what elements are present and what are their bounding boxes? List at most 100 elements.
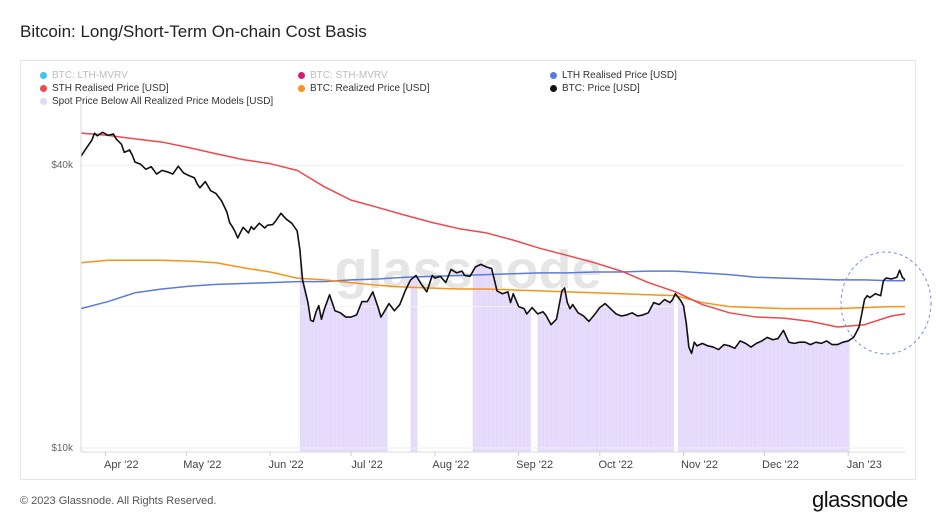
shade-bar <box>736 346 738 452</box>
shade-bar <box>842 342 845 452</box>
shade-bar <box>648 312 650 452</box>
shade-bar <box>705 344 707 452</box>
shade-bar <box>344 315 346 452</box>
shade-bar <box>792 343 795 452</box>
shade-bar <box>321 319 323 452</box>
shade-bar <box>628 314 630 452</box>
shade-bar <box>617 314 619 452</box>
shade-bar <box>815 342 818 452</box>
shade-bar <box>587 320 589 452</box>
shade-bar <box>632 312 634 452</box>
shade-bar <box>838 343 841 452</box>
shade-bar <box>493 273 495 452</box>
legend-item-lth-realised-price[interactable]: LTH Realised Price [USD] <box>550 70 677 81</box>
shade-bar <box>491 268 493 452</box>
legend-item-realized-price[interactable]: BTC: Realized Price [USD] <box>298 83 429 94</box>
shade-bar <box>679 298 681 452</box>
shade-bar <box>729 345 731 452</box>
shade-bar <box>366 301 368 452</box>
shade-bar <box>701 343 703 452</box>
shade-bar <box>782 332 784 452</box>
shade-bar <box>479 264 481 452</box>
shade-bar <box>515 300 518 452</box>
shade-bar <box>845 341 847 452</box>
shade-bar <box>580 314 583 452</box>
shade-bar <box>657 304 660 452</box>
shade-bar <box>383 312 385 452</box>
shade-bar <box>490 268 492 452</box>
annotations <box>840 251 932 355</box>
shade-bar <box>665 300 668 452</box>
shade-bar <box>602 305 604 452</box>
legend-label: BTC: STH-MVRV <box>310 70 388 81</box>
shade-bar <box>626 314 629 452</box>
shade-bar <box>829 342 831 452</box>
shade-bar <box>813 343 815 452</box>
shade-bar <box>374 295 376 452</box>
shade-bar <box>582 315 584 452</box>
legend-item-sth-mvrv[interactable]: BTC: STH-MVRV <box>298 70 388 81</box>
shade-bar <box>776 338 778 452</box>
shade-bar <box>659 304 661 452</box>
legend-item-btc-price[interactable]: BTC: Price [USD] <box>550 83 640 94</box>
shade-bar <box>709 346 711 452</box>
shade-bar <box>755 344 757 452</box>
shade-bar <box>586 318 588 452</box>
shade-bar <box>368 299 371 452</box>
legend-dot-icon <box>40 85 47 92</box>
shade-bar <box>683 305 685 452</box>
shade-bar <box>475 266 477 452</box>
shade-bar <box>484 266 487 452</box>
shade-bar <box>642 314 645 452</box>
shade-bar <box>703 343 706 452</box>
shade-bar <box>688 347 691 452</box>
shade-bar <box>652 305 654 452</box>
shade-bar <box>760 341 762 452</box>
shade-bar <box>798 342 800 452</box>
shade-bar <box>306 296 308 452</box>
shade-bar <box>505 292 507 452</box>
shade-bar <box>571 306 573 452</box>
shade-bar <box>303 285 306 452</box>
shade-bar <box>629 313 631 452</box>
shade-bar <box>699 344 701 452</box>
shade-bar <box>347 317 349 452</box>
shade-bar <box>678 297 680 452</box>
shade-bar <box>636 315 638 452</box>
shade-bar <box>478 265 480 452</box>
shade-bar <box>525 311 527 452</box>
shade-bar <box>559 304 561 452</box>
shade-bar <box>687 334 689 452</box>
shade-bar <box>529 310 531 452</box>
shade-bar <box>817 342 819 452</box>
shade-bar <box>367 301 369 452</box>
shade-bar <box>732 347 734 452</box>
legend-item-sth-realised-price[interactable]: STH Realised Price [USD] <box>40 83 169 94</box>
shade-bar <box>380 317 383 452</box>
shade-bar <box>597 311 599 452</box>
shade-bar <box>548 319 550 452</box>
shade-bar <box>524 308 526 452</box>
legend-item-lth-mvrv[interactable]: BTC: LTH-MVRV <box>40 70 128 81</box>
shade-bar <box>544 313 546 452</box>
shade-bar <box>826 340 828 452</box>
shade-bar <box>711 346 714 452</box>
shade-bar <box>574 306 576 452</box>
shade-bar <box>707 345 710 452</box>
shade-bar <box>740 340 742 452</box>
shade-bar <box>339 312 341 452</box>
shade-bar <box>799 342 801 452</box>
shade-bar <box>779 336 781 452</box>
shade-bar <box>800 342 803 452</box>
legend-label: BTC: Price [USD] <box>562 83 640 94</box>
shade-bar <box>656 303 658 452</box>
shade-bar <box>825 341 827 452</box>
shade-bar <box>749 346 751 452</box>
shade-bar <box>706 345 708 452</box>
shade-bar <box>503 293 506 452</box>
legend-item-spot-below[interactable]: Spot Price Below All Realized Price Mode… <box>40 96 273 107</box>
shade-bar <box>836 344 838 452</box>
shade-bar <box>649 310 651 452</box>
shade-bar <box>769 338 772 452</box>
shade-bar <box>787 339 789 452</box>
